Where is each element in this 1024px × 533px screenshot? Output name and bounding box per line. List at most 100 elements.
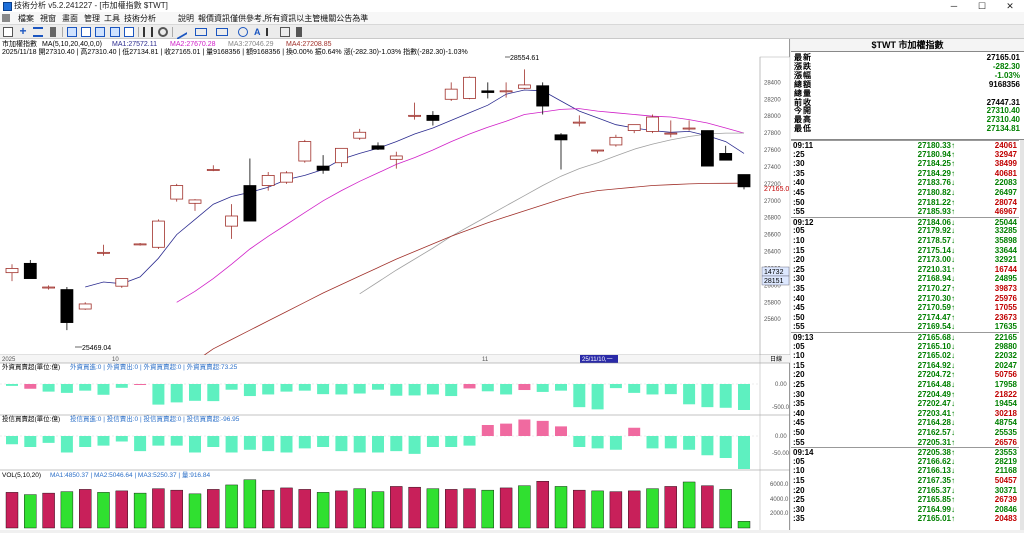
tick-row[interactable]: :55 27185.93↑ 46967	[791, 207, 1019, 216]
add-icon[interactable]: +	[19, 24, 27, 38]
pointer-icon[interactable]	[266, 28, 276, 36]
tick-row[interactable]: 09:11 27180.33↑ 24061	[791, 140, 1019, 150]
menu-manage[interactable]: 管理	[84, 14, 100, 23]
investment-title: 投信買賣超(單位:億)	[2, 414, 60, 423]
tick-row[interactable]: :50 27162.57↓ 25535	[791, 428, 1019, 437]
chart-area[interactable]: 市加權指數 MA(5,10,20,40,0,0) MA1:27572.11 MA…	[0, 39, 791, 530]
tick-price: 27205.38↑	[917, 448, 955, 458]
investment-bar	[335, 436, 348, 452]
foreign-bar	[335, 384, 348, 395]
tick-row[interactable]: :25 27180.94↑ 32947	[791, 150, 1019, 159]
grid1-icon[interactable]	[67, 27, 77, 37]
grid5-icon[interactable]	[124, 27, 134, 37]
tick-row[interactable]: :50 27174.47↑ 23673	[791, 313, 1019, 322]
grid2-icon[interactable]	[81, 27, 91, 37]
tick-list-scrollbar[interactable]	[1020, 140, 1024, 530]
investment-bar	[481, 425, 494, 436]
tick-row[interactable]: :20 27165.37↓ 30371	[791, 486, 1019, 495]
investment-bar	[701, 436, 714, 456]
zoom-icon[interactable]	[280, 27, 290, 37]
tick-volume: 46967	[994, 207, 1017, 217]
investment-bars	[6, 419, 750, 469]
tick-row[interactable]: :30 27184.25↑ 38499	[791, 159, 1019, 168]
draw-icon[interactable]	[195, 28, 207, 36]
tick-price: 27165.10↓	[917, 341, 955, 351]
tick-row[interactable]: 09:14 27205.38↑ 23553	[791, 447, 1019, 458]
new-icon[interactable]	[3, 27, 13, 37]
tick-row[interactable]: :20 27204.72↑ 50756	[791, 370, 1019, 379]
settings-icon[interactable]	[158, 27, 168, 37]
window-title: 技術分析 v5.2.241227 - [市加權指數 $TWT]	[14, 1, 168, 10]
tick-row[interactable]: :10 27178.57↓ 35898	[791, 236, 1019, 245]
tick-row[interactable]: :30 27164.99↓ 20846	[791, 505, 1019, 514]
tick-row[interactable]: :45 27180.82↓ 26497	[791, 188, 1019, 197]
candle-body	[280, 172, 293, 183]
tick-list[interactable]: 09:11 27180.33↑ 24061:25 27180.94↑ 32947:30 2…	[791, 140, 1024, 530]
minimize-button[interactable]: ─	[950, 1, 958, 11]
tick-volume: 25535	[994, 428, 1017, 437]
tick-row[interactable]: :10 27165.02↓ 22032	[791, 351, 1019, 360]
quote-panel: $TWT 市加權指數 最新 27165.01 漲跌 -282.30 漲幅 -1.03% 總額…	[791, 39, 1024, 530]
menu-app-icon[interactable]	[2, 14, 10, 22]
tick-row[interactable]: :25 27164.48↓ 17958	[791, 380, 1019, 389]
daily-toggle[interactable]: 日線	[770, 355, 782, 363]
tick-row[interactable]: :15 27164.92↓ 20247	[791, 361, 1019, 370]
tick-row[interactable]: :35 27170.27↑ 39873	[791, 284, 1019, 293]
tick-row[interactable]: :35 27202.47↓ 19454	[791, 399, 1019, 408]
tick-row[interactable]: :30 27168.94↓ 24895	[791, 274, 1019, 283]
foreign-bar	[189, 384, 201, 401]
maximize-button[interactable]: ☐	[977, 1, 987, 11]
text-icon[interactable]: A	[254, 27, 261, 37]
tick-time: :30	[793, 389, 805, 399]
tick-row[interactable]: :55 27205.31↑ 26576	[791, 438, 1019, 447]
tick-price: 27174.47↑	[917, 312, 955, 322]
tick-row[interactable]: :35 27184.29↑ 40681	[791, 169, 1019, 178]
investment-bar	[79, 436, 92, 447]
tick-row[interactable]: :45 27164.28↓ 48754	[791, 418, 1019, 427]
tick-row[interactable]: :55 27169.54↓ 17635	[791, 322, 1019, 331]
tick-row[interactable]: :20 27173.00↓ 32921	[791, 255, 1019, 264]
tick-row[interactable]: :05 27179.92↓ 33285	[791, 226, 1019, 235]
tick-row[interactable]: :15 27167.35↑ 50457	[791, 476, 1019, 485]
menu-technical-analysis[interactable]: 技術分析	[124, 14, 156, 23]
line-icon[interactable]	[177, 24, 187, 40]
period-icon[interactable]	[50, 27, 56, 37]
tick-row[interactable]: :25 27210.31↑ 16744	[791, 265, 1019, 274]
tick-row[interactable]: :40 27203.41↑ 30218	[791, 409, 1019, 418]
rect-icon[interactable]	[216, 28, 228, 36]
list-icon[interactable]	[33, 27, 43, 37]
candle-body	[78, 303, 92, 310]
grid4-icon[interactable]	[110, 27, 120, 37]
tick-row[interactable]: :05 27165.10↓ 29880	[791, 342, 1019, 351]
tick-row[interactable]: :30 27204.49↑ 21822	[791, 390, 1019, 399]
tick-volume: 20247	[994, 360, 1017, 370]
close-button[interactable]: ✕	[1006, 1, 1014, 11]
bars-icon[interactable]	[143, 27, 153, 37]
candlestick-chart[interactable]: 市加權指數 MA(5,10,20,40,0,0) MA1:27572.11 MA…	[0, 39, 791, 530]
candle-body	[133, 243, 147, 246]
tick-row[interactable]: :15 27175.14↓ 33644	[791, 246, 1019, 255]
tick-row[interactable]: :10 27166.13↓ 21168	[791, 466, 1019, 475]
tick-row[interactable]: :45 27170.59↑ 17055	[791, 303, 1019, 312]
tick-volume: 21168	[995, 466, 1017, 476]
menu-file[interactable]: 檔案	[18, 14, 34, 23]
tick-row[interactable]: :50 27181.22↑ 28074	[791, 198, 1019, 207]
tick-row[interactable]: 09:12 27184.06↓ 25044	[791, 216, 1019, 227]
save-icon[interactable]	[296, 27, 302, 37]
menu-window[interactable]: 視窗	[40, 14, 56, 23]
menu-view[interactable]: 畫面	[62, 14, 78, 23]
tick-row[interactable]: :35 27165.01↑ 20483	[791, 514, 1019, 523]
tick-row[interactable]: :25 27165.85↑ 26739	[791, 495, 1019, 504]
menu-help[interactable]: 說明	[178, 14, 194, 23]
tick-row[interactable]: 09:13 27165.68↓ 22165	[791, 332, 1019, 342]
circle-icon[interactable]	[238, 27, 248, 37]
volume-bar	[554, 486, 568, 529]
menu-tools[interactable]: 工具	[104, 14, 120, 23]
tick-row[interactable]: :40 27183.76↓ 22083	[791, 178, 1019, 187]
tick-row[interactable]: :05 27166.62↓ 28219	[791, 457, 1019, 466]
tick-row[interactable]: :40 27170.30↑ 25976	[791, 294, 1019, 303]
quote-value: 27134.81	[986, 124, 1020, 134]
volume-bar	[133, 492, 147, 529]
volume-bar	[298, 489, 311, 529]
grid3-icon[interactable]	[95, 27, 105, 37]
